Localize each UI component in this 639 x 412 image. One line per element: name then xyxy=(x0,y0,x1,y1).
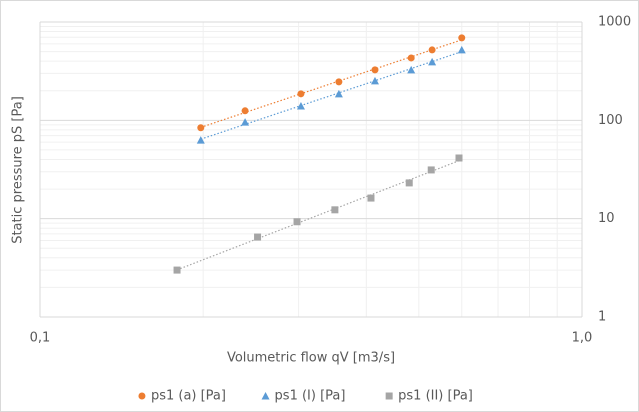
legend-label: ps1 (a) [Pa] xyxy=(151,389,226,404)
point xyxy=(331,206,339,214)
point xyxy=(197,124,205,132)
point xyxy=(254,233,262,241)
point xyxy=(457,45,466,54)
point xyxy=(427,166,435,174)
point xyxy=(173,266,181,274)
point xyxy=(293,218,301,226)
legend-marker xyxy=(385,392,393,400)
point xyxy=(370,76,379,85)
point xyxy=(196,136,205,144)
point xyxy=(334,89,343,98)
legend-label: ps1 (II) [Pa] xyxy=(398,389,473,404)
point xyxy=(407,65,416,74)
point xyxy=(428,57,437,66)
trendline xyxy=(176,160,460,271)
y-tick-label: 1000 xyxy=(598,15,631,30)
point xyxy=(367,194,375,202)
x-tick-label: 1,0 xyxy=(572,331,593,346)
point xyxy=(296,101,305,110)
y-axis-title: Static pressure pS [Pa] xyxy=(11,96,26,244)
x-axis-title: Volumetric flow qV [m3/s] xyxy=(227,351,395,366)
legend-item: ps1 (a) [Pa] xyxy=(138,389,226,404)
y-tick-label: 1 xyxy=(598,310,606,325)
legend-marker xyxy=(261,392,270,400)
point xyxy=(371,66,379,74)
point xyxy=(241,118,250,126)
y-tick-label: 10 xyxy=(598,211,615,226)
point xyxy=(428,46,436,54)
legend-item: ps1 (I) [Pa] xyxy=(261,389,346,404)
point xyxy=(407,54,415,62)
point xyxy=(297,90,305,98)
x-tick-label: 0,1 xyxy=(30,331,51,346)
legend-label: ps1 (I) [Pa] xyxy=(275,389,346,404)
point xyxy=(455,154,463,162)
point xyxy=(458,34,466,42)
point xyxy=(405,179,413,187)
legend-item: ps1 (II) [Pa] xyxy=(385,389,473,404)
point xyxy=(241,107,249,115)
legend-marker xyxy=(138,392,146,400)
y-tick-label: 100 xyxy=(598,113,623,128)
legend: ps1 (a) [Pa] ps1 (I) [Pa] ps1 (II) [Pa] xyxy=(138,389,473,404)
point xyxy=(335,78,343,86)
